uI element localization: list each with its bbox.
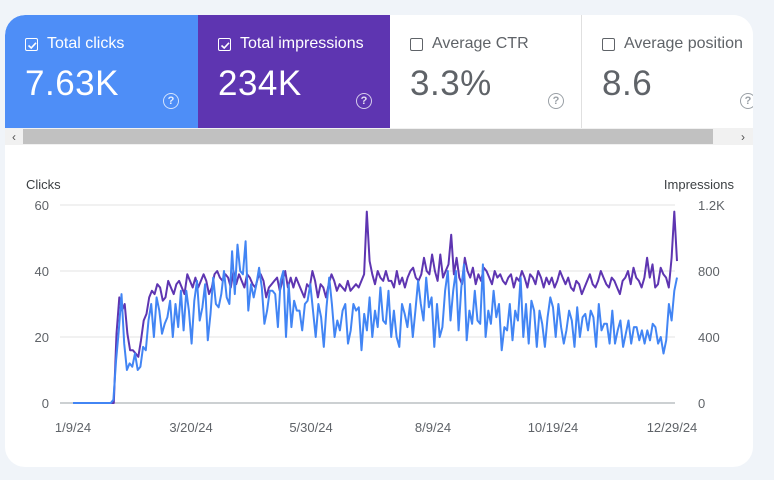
metric-tiles: Total clicks 7.63K ? Total impressions 2… [5, 15, 753, 130]
x-axis-tick-label: 8/9/24 [415, 420, 451, 435]
left-axis-title: Clicks [26, 177, 61, 192]
right-axis-tick-label: 0 [698, 396, 705, 411]
x-axis-tick-label: 3/20/24 [169, 420, 212, 435]
average-position-label: Average position [624, 35, 743, 52]
left-axis-tick-label: 60 [35, 198, 49, 213]
scrollbar-thumb[interactable] [23, 129, 713, 144]
x-axis-tick-label: 12/29/24 [647, 420, 698, 435]
help-icon[interactable]: ? [163, 93, 179, 109]
help-icon[interactable]: ? [356, 93, 372, 109]
total-impressions-value: 234K [218, 64, 302, 103]
help-icon[interactable]: ? [548, 93, 564, 109]
right-axis-title: Impressions [664, 177, 735, 192]
left-axis-tick-label: 20 [35, 330, 49, 345]
right-axis-tick-label: 800 [698, 264, 720, 279]
help-icon[interactable]: ? [740, 93, 753, 109]
x-axis-tick-label: 1/9/24 [55, 420, 91, 435]
total-impressions-label: Total impressions [240, 35, 364, 52]
average-position-tile[interactable]: Average position 8.6 ? [582, 15, 753, 128]
average-ctr-label: Average CTR [432, 35, 529, 52]
performance-card: Total clicks 7.63K ? Total impressions 2… [5, 15, 753, 467]
horizontal-scrollbar[interactable]: ‹ › [5, 128, 753, 145]
checkbox-unchecked-icon[interactable] [410, 37, 423, 51]
performance-chart-svg: 0 0 20 400 40 800 60 1.2K Clicks Impressions 1/9/2… [26, 177, 735, 435]
x-axis-tick-label: 5/30/24 [289, 420, 332, 435]
checkbox-checked-icon[interactable] [218, 37, 231, 51]
left-axis-tick-label: 0 [42, 396, 49, 411]
checkbox-checked-icon[interactable] [25, 37, 38, 51]
total-impressions-tile[interactable]: Total impressions 234K ? [198, 15, 390, 128]
clicks-series-line [73, 240, 678, 404]
total-clicks-value: 7.63K [25, 64, 119, 103]
total-clicks-tile[interactable]: Total clicks 7.63K ? [5, 15, 198, 128]
performance-chart: 0 0 20 400 40 800 60 1.2K Clicks Impressions 1/9/2… [5, 145, 753, 467]
impressions-series-line [73, 210, 678, 404]
checkbox-unchecked-icon[interactable] [602, 37, 615, 51]
average-ctr-value: 3.3% [410, 64, 492, 103]
average-ctr-tile[interactable]: Average CTR 3.3% ? [390, 15, 582, 128]
scroll-right-arrow-icon[interactable]: › [741, 129, 745, 144]
right-axis-tick-label: 400 [698, 330, 720, 345]
total-clicks-label: Total clicks [47, 35, 125, 52]
x-axis-tick-label: 10/19/24 [528, 420, 579, 435]
average-position-value: 8.6 [602, 64, 653, 103]
scroll-left-arrow-icon[interactable]: ‹ [12, 129, 16, 144]
right-axis-tick-label: 1.2K [698, 198, 725, 213]
left-axis-tick-label: 40 [35, 264, 49, 279]
